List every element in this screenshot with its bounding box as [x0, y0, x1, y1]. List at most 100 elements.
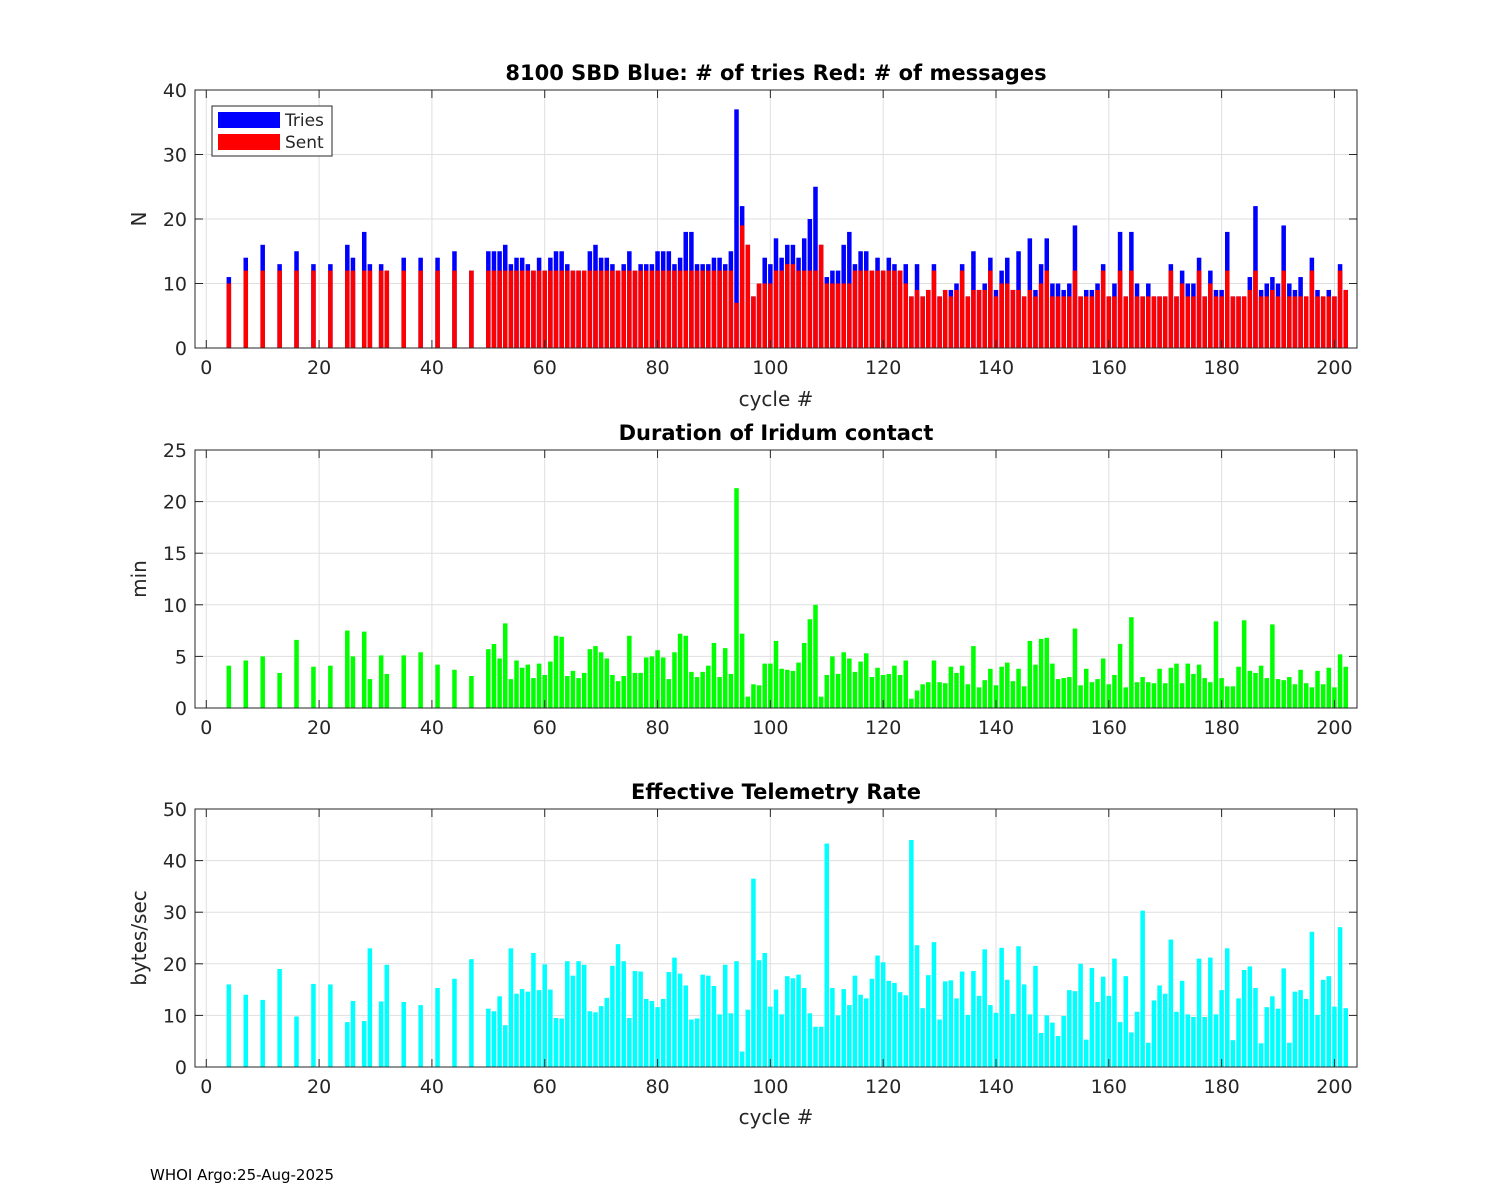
chart-title: 8100 SBD Blue: # of tries Red: # of mess…	[505, 61, 1046, 85]
bar-sent	[672, 270, 677, 348]
bar-duration	[565, 676, 570, 708]
x-tick-label: 140	[978, 717, 1014, 739]
bar-duration	[1021, 686, 1027, 708]
bar-rate	[773, 989, 779, 1067]
bar-sent	[926, 289, 931, 348]
bar-rate	[700, 974, 705, 1067]
bar-duration	[610, 674, 615, 708]
bar-rate	[1264, 1007, 1270, 1067]
bar-sent	[1281, 270, 1286, 348]
bar-sent	[469, 270, 474, 348]
bar-rate	[1270, 996, 1275, 1067]
y-tick-label: 25	[163, 440, 187, 462]
bar-duration	[1191, 673, 1196, 708]
bar-sent	[1236, 296, 1241, 348]
bar-rate	[875, 955, 880, 1067]
bar-duration	[536, 663, 542, 708]
bar-sent	[1298, 296, 1303, 348]
bars	[226, 109, 1348, 348]
bar-sent	[243, 270, 249, 348]
bar-rate	[756, 960, 762, 1067]
bar-sent	[875, 270, 880, 348]
y-tick-label: 10	[163, 595, 187, 617]
bar-sent	[1151, 296, 1157, 348]
bar-duration	[576, 678, 581, 708]
axes-box	[194, 808, 1358, 1068]
bar-duration	[1281, 680, 1286, 708]
footer-stamp: WHOI Argo:25-Aug-2025	[150, 1166, 335, 1184]
bar-rate	[751, 878, 756, 1067]
bar-rate	[689, 1019, 694, 1067]
bar-sent	[632, 270, 638, 348]
bar-duration	[452, 669, 457, 708]
y-tick-label: 50	[163, 799, 187, 821]
bar-rate	[311, 983, 316, 1067]
bar-sent	[621, 270, 626, 348]
bar-duration	[779, 668, 784, 708]
x-tick-label: 40	[420, 1076, 444, 1098]
bar-duration	[959, 665, 965, 708]
bar-sent	[914, 289, 920, 348]
bar-duration	[1253, 672, 1258, 708]
bar-duration	[666, 679, 672, 708]
bar-duration	[672, 652, 677, 708]
bar-sent	[739, 225, 745, 348]
bar-sent	[1326, 296, 1332, 348]
bar-rate	[982, 949, 987, 1067]
x-tick-label: 60	[533, 717, 557, 739]
bar-sent	[1196, 270, 1202, 348]
bar-rate	[813, 1026, 818, 1067]
bar-duration	[982, 680, 987, 708]
bar-rate	[897, 992, 903, 1067]
bar-sent	[897, 270, 903, 348]
bar-rate	[722, 964, 728, 1067]
bar-duration	[1326, 667, 1332, 708]
bar-duration	[1140, 677, 1145, 708]
bar-sent	[858, 270, 863, 348]
bar-sent	[598, 270, 604, 348]
bar-duration	[801, 642, 807, 708]
bar-sent	[565, 270, 570, 348]
bar-sent	[1185, 296, 1191, 348]
bar-sent	[1208, 283, 1213, 348]
bar-sent	[937, 296, 942, 348]
bar-duration	[1055, 679, 1061, 708]
bar-rate	[1219, 990, 1224, 1067]
bar-duration	[1072, 628, 1078, 708]
telemetry-rate-chart: 0 20 40 60 80 100 120 140 160 180 200 0 10 20 30 40 50 E…	[127, 780, 1358, 1129]
bar-duration	[1067, 677, 1072, 708]
bar-rate	[959, 971, 965, 1067]
bar-sent	[1174, 296, 1179, 348]
bar-sent	[587, 270, 593, 348]
bar-rate	[1072, 991, 1078, 1067]
bar-sent	[1134, 296, 1140, 348]
bar-rate	[576, 961, 581, 1067]
bar-sent	[835, 283, 841, 348]
bar-sent	[1270, 289, 1275, 348]
bar-sent	[1005, 283, 1010, 348]
bar-sent	[700, 270, 705, 348]
bar-rate	[779, 1014, 784, 1067]
bar-rate	[768, 1006, 773, 1067]
bar-sent	[1061, 296, 1066, 348]
bar-sent	[593, 270, 598, 348]
bar-sent	[655, 270, 660, 348]
bar-rate	[1112, 958, 1117, 1067]
bar-rate	[514, 993, 519, 1067]
bar-duration	[863, 653, 869, 708]
y-axis-label: bytes/sec	[127, 890, 151, 986]
bar-duration	[1010, 681, 1016, 708]
bar-sent	[1106, 296, 1112, 348]
bar-rate	[452, 978, 457, 1067]
y-tick-label: 30	[163, 145, 187, 167]
bar-rate	[728, 1013, 734, 1067]
x-tick-label: 180	[1203, 717, 1239, 739]
bar-rate	[1151, 1000, 1157, 1067]
bar-duration	[1292, 684, 1298, 708]
bar-duration	[378, 655, 384, 708]
bar-duration	[655, 650, 660, 708]
bar-sent	[1253, 270, 1258, 348]
bar-rate	[531, 952, 536, 1067]
bar-duration	[1129, 617, 1134, 708]
x-tick-label: 100	[752, 357, 788, 379]
